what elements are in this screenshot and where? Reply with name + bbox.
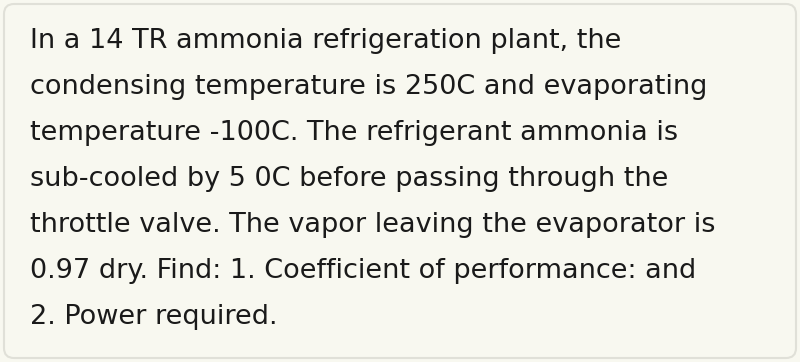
Text: 2. Power required.: 2. Power required. [30,304,278,330]
Text: condensing temperature is 250C and evaporating: condensing temperature is 250C and evapo… [30,74,707,100]
Text: throttle valve. The vapor leaving the evaporator is: throttle valve. The vapor leaving the ev… [30,212,715,238]
FancyBboxPatch shape [4,4,796,358]
Text: In a 14 TR ammonia refrigeration plant, the: In a 14 TR ammonia refrigeration plant, … [30,28,622,54]
Text: 0.97 dry. Find: 1. Coefficient of performance: and: 0.97 dry. Find: 1. Coefficient of perfor… [30,258,696,284]
Text: temperature -100C. The refrigerant ammonia is: temperature -100C. The refrigerant ammon… [30,120,678,146]
Text: sub-cooled by 5 0C before passing through the: sub-cooled by 5 0C before passing throug… [30,166,668,192]
